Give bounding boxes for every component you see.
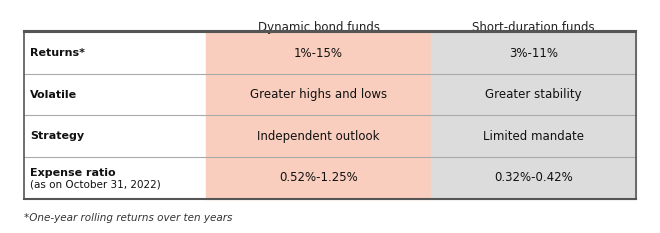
Text: Strategy: Strategy <box>30 131 84 141</box>
Text: 1%-15%: 1%-15% <box>294 47 343 60</box>
Text: *One-year rolling returns over ten years: *One-year rolling returns over ten years <box>24 212 232 223</box>
Text: Greater highs and lows: Greater highs and lows <box>250 88 387 101</box>
Text: (as on October 31, 2022): (as on October 31, 2022) <box>30 179 161 189</box>
Text: 0.32%-0.42%: 0.32%-0.42% <box>494 171 573 184</box>
Bar <box>206 32 431 199</box>
Text: Short-duration funds: Short-duration funds <box>473 21 595 34</box>
Text: Dynamic bond funds: Dynamic bond funds <box>257 21 380 34</box>
Bar <box>431 32 636 199</box>
Text: Independent outlook: Independent outlook <box>257 130 380 143</box>
Text: Greater stability: Greater stability <box>485 88 582 101</box>
Text: 3%-11%: 3%-11% <box>509 47 558 60</box>
Text: 0.52%-1.25%: 0.52%-1.25% <box>279 171 358 184</box>
Text: Expense ratio: Expense ratio <box>30 168 116 178</box>
Text: Returns*: Returns* <box>30 48 85 58</box>
Text: Limited mandate: Limited mandate <box>483 130 584 143</box>
Text: Volatile: Volatile <box>30 90 77 99</box>
